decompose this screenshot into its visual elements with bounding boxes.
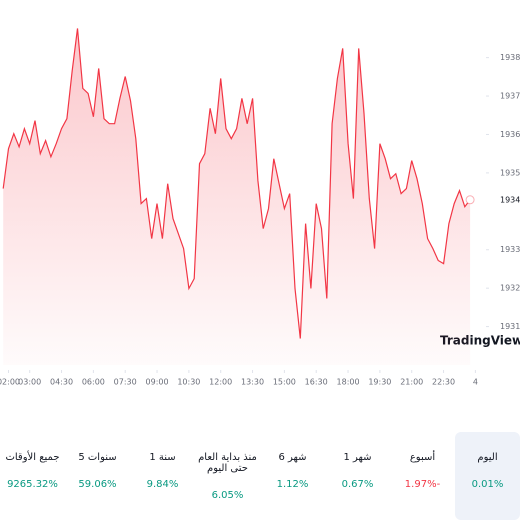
y-tick-label: 1933.00 [500,245,520,254]
x-tick-label: 21:00 [400,378,423,387]
stat-period[interactable]: جميع الأوقات 9265.32% [0,432,65,520]
stat-value: 9.84% [146,479,179,490]
stat-label: 1 شهر [343,452,372,463]
stat-period[interactable]: 1 سنة 9.84% [130,432,195,520]
stat-period[interactable]: 5 سنوات 59.06% [65,432,130,520]
x-tick-label: 07:30 [114,378,137,387]
stats-bar: اليوم 0.01% أسبوع 1.97%- 1 شهر 0.67% 6 شهر 1.12… [0,432,520,520]
last-point [465,195,475,205]
stat-period[interactable]: 1 شهر 0.67% [325,432,390,520]
stat-period[interactable]: 6 شهر 1.12% [260,432,325,520]
x-tick-label: 02:00 [0,378,20,387]
x-tick-label: 15:00 [273,378,296,387]
stat-value: 9265.32% [7,479,58,490]
y-tick-label: 1932.00 [500,284,520,293]
stat-label: منذ بداية العام حتى اليوم [198,452,257,474]
stat-label: اليوم [477,452,498,463]
x-tick-label: 03:00 [18,378,41,387]
stat-period[interactable]: منذ بداية العام حتى اليوم 6.05% [195,432,260,520]
chart: TradingView 1931.001932.001933.001935.00… [0,28,520,387]
y-tick-label: 1938.00 [500,53,520,62]
stat-period[interactable]: اليوم 0.01% [455,432,520,520]
y-tick-label: 1936.00 [500,130,520,139]
y-tick-label: 1937.00 [500,92,520,101]
x-tick-label: 18:00 [337,378,360,387]
stat-label: جميع الأوقات [5,452,60,463]
x-tick-label: 16:30 [305,378,328,387]
stat-label: أسبوع [409,452,436,463]
stat-label: 1 سنة [149,452,176,463]
x-tick-label: 13:30 [241,378,264,387]
stat-value: 1.12% [276,479,309,490]
last-price-label: 1934.30 [500,195,520,204]
stat-value: 6.05% [211,490,244,501]
area-fill [3,28,471,366]
stat-value: 0.01% [471,479,504,490]
x-tick-label: 04:30 [50,378,73,387]
stat-period[interactable]: أسبوع 1.97%- [390,432,455,520]
x-tick-label: 10:30 [177,378,200,387]
price-line [2,28,471,339]
x-tick-label: 09:00 [146,378,169,387]
stat-value: 1.97%- [404,479,441,490]
x-tick-label: 4 [473,378,478,387]
x-tick-label: 12:00 [209,378,232,387]
stat-value: 59.06% [78,479,117,490]
y-tick-label: 1935.00 [500,168,520,177]
x-tick-label: 06:00 [82,378,105,387]
stat-label: 5 سنوات [78,452,117,463]
y-tick-label: 1931.00 [500,322,520,331]
x-tick-label: 22:30 [432,378,455,387]
stat-value: 0.67% [341,479,374,490]
x-tick-label: 19:30 [368,378,391,387]
stat-label: 6 شهر [278,452,307,463]
